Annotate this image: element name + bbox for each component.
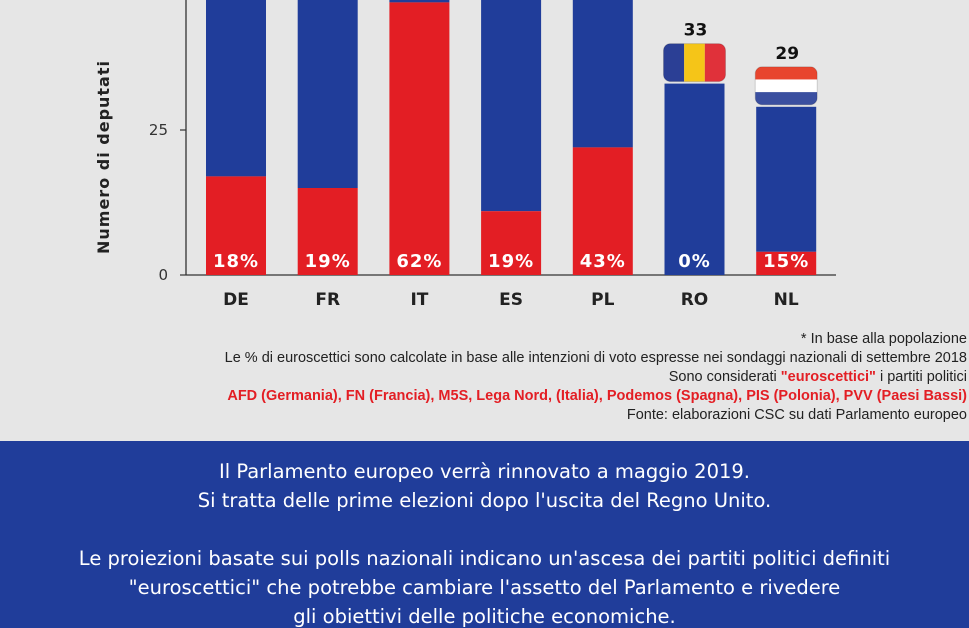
banner-line-4: "euroscettici" che potrebbe cambiare l'a…: [128, 576, 841, 599]
bar-other-ES: [481, 0, 542, 212]
chart: 0255075Numero di deputati18%DE19%FR62%IT…: [94, 0, 836, 310]
footnote: * In base alla popolazione: [800, 331, 967, 347]
banner-line-3: Le proiezioni basate sui polls nazionali…: [78, 547, 891, 570]
flag-netherlands-icon: [754, 66, 818, 106]
considered-suffix: i partiti politici: [875, 369, 967, 385]
pct-label-DE: 18%: [213, 251, 259, 272]
category-label-ES: ES: [499, 290, 523, 310]
method-note: Le % di euroscettici sono calcolate in b…: [224, 350, 967, 366]
total-label-RO: 33: [684, 21, 708, 41]
category-label-NL: NL: [774, 290, 799, 310]
pct-label-RO: 0%: [678, 251, 711, 272]
bar-other-NL: [756, 106, 817, 252]
bar-other-DE: [206, 0, 266, 177]
category-label-DE: DE: [223, 290, 249, 310]
chart-notes: * In base alla popolazione Le % di euros…: [27, 330, 967, 425]
bar-other-IT: [389, 0, 450, 3]
banner-line-1: Il Parlamento europeo verrà rinnovato a …: [218, 460, 751, 483]
bar-eurosceptic-FR: [297, 188, 358, 275]
banner-line-2: Si tratta delle prime elezioni dopo l'us…: [197, 489, 772, 512]
bar-eurosceptic-ES: [481, 211, 542, 275]
considered-note: Sono considerati "euroscettici" i partit…: [27, 368, 967, 387]
category-label-IT: IT: [410, 290, 428, 310]
bar-other-PL: [572, 0, 633, 148]
bar-eurosceptic-NL: [756, 251, 817, 275]
pct-label-FR: 19%: [305, 251, 351, 272]
bar-other-RO: [664, 83, 725, 275]
bar-eurosceptic-IT: [389, 2, 450, 276]
y-tick-label: 0: [158, 266, 168, 284]
pct-label-PL: 43%: [580, 251, 626, 272]
considered-prefix: Sono considerati: [668, 369, 781, 385]
category-label-RO: RO: [681, 290, 709, 310]
pct-label-NL: 15%: [763, 251, 809, 272]
source-note: Fonte: elaborazioni CSC su dati Parlamen…: [626, 407, 967, 423]
bar-eurosceptic-PL: [572, 147, 633, 275]
considered-term: "euroscettici": [780, 369, 876, 385]
bar-chart: 0255075Numero di deputati18%DE19%FR62%IT…: [94, 0, 836, 310]
category-label-FR: FR: [315, 290, 340, 310]
pct-label-IT: 62%: [396, 251, 442, 272]
bar-other-FR: [297, 0, 358, 189]
category-label-PL: PL: [591, 290, 614, 310]
total-label-NL: 29: [775, 44, 799, 64]
banner-line-5: gli obiettivi delle politiche economiche…: [293, 605, 676, 628]
pct-label-ES: 19%: [488, 251, 534, 272]
info-banner: Il Parlamento europeo verrà rinnovato a …: [0, 441, 969, 628]
y-tick-label: 25: [149, 121, 168, 139]
bar-eurosceptic-DE: [206, 176, 266, 275]
y-axis-label: Numero di deputati: [94, 60, 113, 254]
flag-romania-icon: [663, 43, 726, 83]
parties-list: AFD (Germania), FN (Francia), M5S, Lega …: [227, 388, 967, 404]
